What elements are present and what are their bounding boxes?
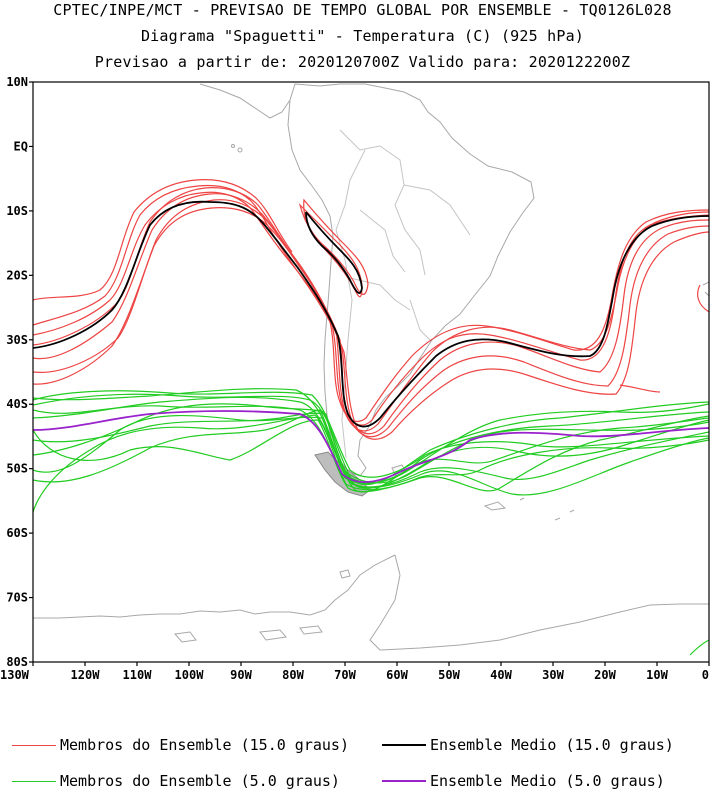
lon-tick-label: 110W (123, 668, 153, 682)
weddell-coast (369, 554, 709, 651)
title-line-2: Diagrama "Spaguetti" - Temperatura (C) (… (140, 27, 585, 45)
members-15c (33, 179, 709, 440)
lat-tick-label: 60S (6, 526, 28, 540)
island-dot (231, 144, 235, 148)
lon-tick-label: 40W (490, 668, 512, 682)
coastlines (33, 83, 709, 651)
lon-tick-label: 10W (646, 668, 668, 682)
lon-tick-label: 60W (386, 668, 408, 682)
member-15c-line (303, 198, 369, 295)
longitude-axis: 130W 120W 110W 100W 90W 80W 70W 60W 50W 40W 30W 20W… (0, 662, 710, 682)
member-15c-line (619, 384, 661, 393)
legend-member-15c: Membros do Ensemble (15.0 graus) (12, 735, 349, 755)
south-georgia (483, 501, 507, 511)
latitude-axis: 10N EQ 10S 20S 30S 40S 50S 60S 70S 80S (6, 75, 33, 669)
lat-tick-label: 70S (6, 591, 28, 605)
spaghetti-map: 10N EQ 10S 20S 30S 40S 50S 60S 70S 80S 130W 120W 11… (0, 75, 710, 682)
antarctic-islands (174, 497, 575, 643)
member-5c-line (33, 388, 709, 484)
plot-frame (32, 81, 710, 663)
map-plot-area (33, 83, 709, 656)
legend-member-5c: Membros do Ensemble (5.0 graus) (12, 771, 340, 791)
member-5c-line (33, 414, 709, 493)
member-15c-line (33, 191, 709, 426)
antarctic-peninsula (33, 554, 396, 619)
member-5c-line (33, 403, 709, 496)
lat-tick-label: 10N (6, 75, 28, 89)
member-15c-line (33, 184, 709, 423)
lat-tick-label: 50S (6, 462, 28, 476)
lon-tick-label: 0 (702, 668, 709, 682)
member-5c-line (33, 414, 709, 513)
member-15c-line (33, 193, 709, 435)
lon-tick-label: 80W (282, 668, 304, 682)
africa-edge (702, 281, 709, 297)
lat-tick-label: EQ (14, 139, 28, 153)
title-line-3: Previsao a partir de: 2020120700Z Valido… (94, 53, 631, 71)
member-5c-line (689, 639, 709, 656)
legend-swatch (12, 744, 56, 746)
member-15c-line (33, 199, 709, 438)
title-line-1: CPTEC/INPE/MCT - PREVISAO DE TEMPO GLOBA… (53, 1, 672, 19)
lat-tick-label: 30S (6, 333, 28, 347)
legend-mean-15c: Ensemble Medio (15.0 graus) (382, 735, 674, 755)
member-15c-line (697, 284, 709, 313)
legend-label: Ensemble Medio (15.0 graus) (430, 736, 674, 754)
ensemble-mean-15c-line (33, 200, 709, 428)
member-15c-line (33, 179, 293, 301)
members-5c (33, 388, 709, 656)
lon-tick-label: 130W (0, 668, 30, 682)
central-america-outline (199, 83, 291, 119)
legend-label: Ensemble Medio (5.0 graus) (430, 772, 665, 790)
member-5c-line (33, 390, 709, 478)
lon-tick-label: 50W (438, 668, 460, 682)
legend-label: Membros do Ensemble (15.0 graus) (60, 736, 349, 754)
lon-tick-label: 70W (334, 668, 356, 682)
lon-tick-label: 20W (594, 668, 616, 682)
lat-tick-label: 10S (6, 204, 28, 218)
legend-swatch (382, 780, 426, 782)
legend-swatch (382, 744, 426, 746)
ensemble-mean-15c-line (305, 211, 363, 294)
legend-mean-5c: Ensemble Medio (5.0 graus) (382, 771, 665, 791)
lon-tick-label: 120W (71, 668, 101, 682)
island-dot (237, 147, 243, 153)
member-15c-line (33, 207, 709, 440)
lat-tick-label: 80S (6, 655, 28, 669)
legend-label: Membros do Ensemble (5.0 graus) (60, 772, 340, 790)
lon-tick-label: 90W (230, 668, 252, 682)
lon-tick-label: 30W (542, 668, 564, 682)
lat-tick-label: 40S (6, 397, 28, 411)
lat-tick-label: 20S (6, 268, 28, 282)
country-borders (335, 129, 471, 459)
member-5c-line (33, 415, 709, 493)
ensemble-mean-5c-line (33, 410, 709, 483)
member-5c-line (33, 405, 709, 485)
member-15c-line (298, 203, 363, 298)
legend-swatch (12, 780, 56, 782)
lon-tick-label: 100W (175, 668, 205, 682)
